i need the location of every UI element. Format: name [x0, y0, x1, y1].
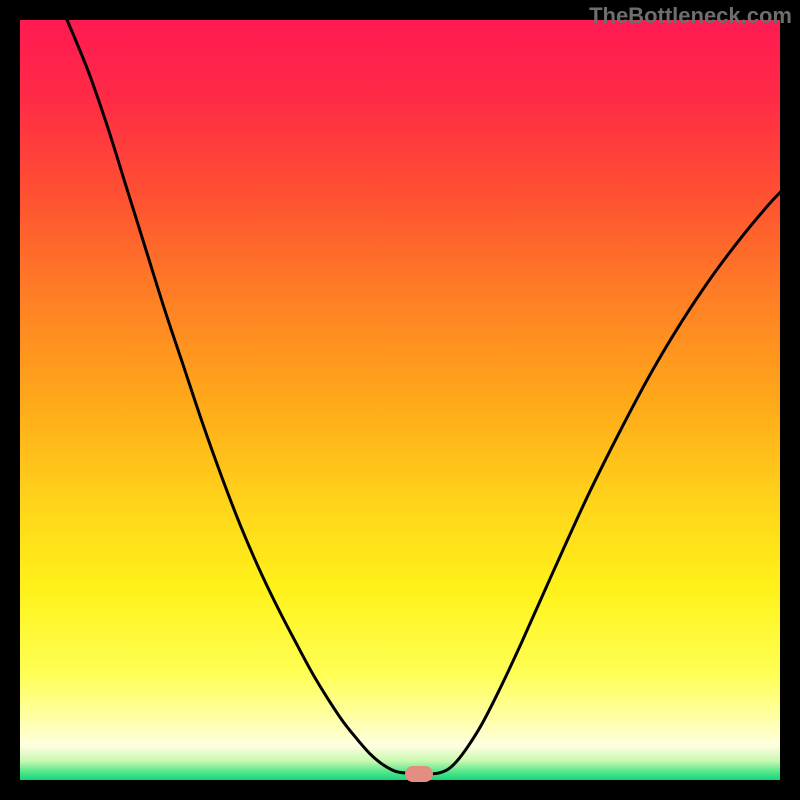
watermark-text: TheBottleneck.com [589, 3, 792, 29]
optimum-marker [405, 766, 433, 782]
chart-root: TheBottleneck.com [0, 0, 800, 800]
gradient-background [20, 20, 780, 780]
plot-area [20, 20, 780, 780]
